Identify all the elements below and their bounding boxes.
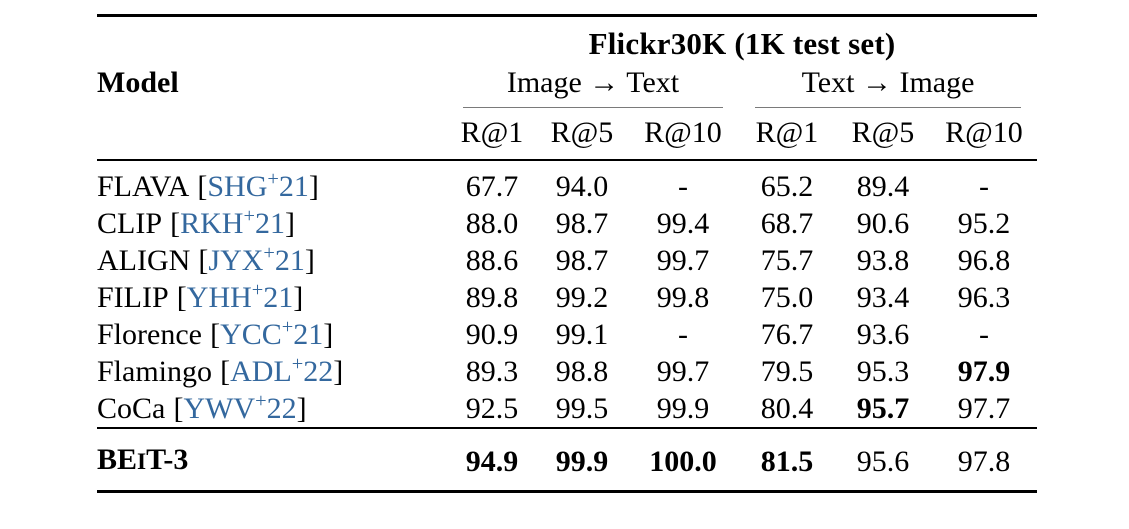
- value-cell: 98.7: [555, 244, 609, 277]
- citation-link[interactable]: [SHG+21]: [197, 168, 319, 203]
- model-cell-beit3: BEIT-3: [97, 427, 447, 492]
- value-cell: 89.4: [856, 170, 910, 203]
- value-cell: 75.0: [760, 281, 814, 314]
- value-cell: 94.0: [555, 170, 609, 203]
- value-cell: 99.9: [537, 427, 627, 492]
- metric-header-i2t-r10: R@10: [627, 108, 739, 161]
- model-cell: CLIP [RKH+21]: [97, 205, 447, 242]
- value-cell: 99.4: [656, 207, 710, 240]
- group-text-to-image: Text → Image: [739, 64, 1037, 108]
- group-label-image-to-text: Image → Text: [463, 66, 723, 108]
- value-cell: 95.3: [856, 355, 910, 388]
- citation-link[interactable]: [ADL+22]: [220, 353, 344, 388]
- spacer-cell: [97, 108, 447, 161]
- table-row-align: ALIGN [JYX+21] 88.6 98.7 99.7 75.7 93.8 9…: [97, 242, 1037, 279]
- value-cell: 95.6: [835, 427, 931, 492]
- dataset-title: Flickr30K (1K test set): [588, 26, 896, 61]
- group-image-to-text: Image → Text: [447, 64, 739, 108]
- value-cell: 95.7: [856, 392, 910, 425]
- citation-link[interactable]: [YWV+22]: [173, 390, 307, 425]
- value-cell: 99.8: [656, 281, 710, 314]
- flickr30k-results-table: Flickr30K (1K test set) Model Image → Te…: [97, 14, 1037, 493]
- header-row-title: Flickr30K (1K test set): [97, 16, 1037, 65]
- model-name: CLIP: [97, 207, 163, 240]
- model-name: FLAVA: [97, 170, 190, 203]
- model-cell: CoCa [YWV+22]: [97, 390, 447, 428]
- value-cell: 97.9: [957, 355, 1011, 388]
- value-cell: 98.7: [555, 207, 609, 240]
- table-row-flava: FLAVA [SHG+21] 67.7 94.0 - 65.2 89.4 -: [97, 160, 1037, 205]
- value-cell: 96.3: [957, 281, 1011, 314]
- header-row-metrics: R@1 R@5 R@10 R@1 R@5 R@10: [97, 108, 1037, 161]
- value-cell: -: [678, 318, 688, 351]
- table-row-beit3: BEIT-3 94.9 99.9 100.0 81.5 95.6 97.8: [97, 427, 1037, 492]
- value-cell: 67.7: [465, 170, 519, 203]
- model-cell: ALIGN [JYX+21]: [97, 242, 447, 279]
- value-cell: 75.7: [760, 244, 814, 277]
- value-cell: 97.7: [957, 392, 1011, 425]
- model-cell: FILIP [YHH+21]: [97, 279, 447, 316]
- metric-header-t2i-r1: R@1: [739, 108, 835, 161]
- model-cell: Florence [YCC+21]: [97, 316, 447, 353]
- value-cell: 99.5: [555, 392, 609, 425]
- citation-link[interactable]: [YHH+21]: [176, 279, 304, 314]
- value-cell: 99.1: [555, 318, 609, 351]
- value-cell: 79.5: [760, 355, 814, 388]
- value-cell: 99.7: [656, 355, 710, 388]
- metric-header-i2t-r5: R@5: [537, 108, 627, 161]
- value-cell: 90.9: [465, 318, 519, 351]
- value-cell: -: [979, 170, 989, 203]
- model-name: FILIP: [97, 281, 169, 314]
- value-cell: 88.6: [465, 244, 519, 277]
- value-cell: 93.6: [856, 318, 910, 351]
- value-cell: 94.9: [447, 427, 537, 492]
- value-cell: 89.3: [465, 355, 519, 388]
- table-row-filip: FILIP [YHH+21] 89.8 99.2 99.8 75.0 93.4 9…: [97, 279, 1037, 316]
- value-cell: 97.8: [931, 427, 1037, 492]
- model-name: CoCa: [97, 392, 166, 425]
- value-cell: -: [979, 318, 989, 351]
- model-name: ALIGN: [97, 244, 191, 277]
- value-cell: 65.2: [760, 170, 814, 203]
- model-cell: FLAVA [SHG+21]: [97, 160, 447, 205]
- value-cell: 99.2: [555, 281, 609, 314]
- model-name: Florence: [97, 318, 202, 351]
- header-row-groups: Model Image → Text Text → Image: [97, 64, 1037, 108]
- metric-header-t2i-r10: R@10: [931, 108, 1037, 161]
- table-row-florence: Florence [YCC+21] 90.9 99.1 - 76.7 93.6 -: [97, 316, 1037, 353]
- value-cell: 80.4: [760, 392, 814, 425]
- value-cell: 89.8: [465, 281, 519, 314]
- table-row-flamingo: Flamingo [ADL+22] 89.3 98.8 99.7 79.5 95.…: [97, 353, 1037, 390]
- value-cell: 93.8: [856, 244, 910, 277]
- value-cell: 98.8: [555, 355, 609, 388]
- model-cell: Flamingo [ADL+22]: [97, 353, 447, 390]
- value-cell: -: [678, 170, 688, 203]
- model-column-header: Model: [97, 66, 179, 99]
- citation-link[interactable]: [JYX+21]: [198, 242, 315, 277]
- value-cell: 68.7: [760, 207, 814, 240]
- value-cell: 76.7: [760, 318, 814, 351]
- metric-header-t2i-r5: R@5: [835, 108, 931, 161]
- model-name: Flamingo: [97, 355, 213, 388]
- value-cell: 95.2: [957, 207, 1011, 240]
- value-cell: 88.0: [465, 207, 519, 240]
- value-cell: 99.9: [656, 392, 710, 425]
- value-cell: 92.5: [465, 392, 519, 425]
- table-row-clip: CLIP [RKH+21] 88.0 98.7 99.4 68.7 90.6 95…: [97, 205, 1037, 242]
- value-cell: 81.5: [739, 427, 835, 492]
- group-label-text-to-image: Text → Image: [755, 66, 1021, 108]
- value-cell: 93.4: [856, 281, 910, 314]
- citation-link[interactable]: [YCC+21]: [210, 316, 334, 351]
- table-row-coca: CoCa [YWV+22] 92.5 99.5 99.9 80.4 95.7 97…: [97, 390, 1037, 428]
- value-cell: 96.8: [957, 244, 1011, 277]
- spacer-cell: [97, 16, 447, 65]
- metric-header-i2t-r1: R@1: [447, 108, 537, 161]
- value-cell: 90.6: [856, 207, 910, 240]
- model-name-beit3: BEIT-3: [97, 443, 189, 476]
- value-cell: 99.7: [656, 244, 710, 277]
- citation-link[interactable]: [RKH+21]: [170, 205, 295, 240]
- value-cell: 100.0: [627, 427, 739, 492]
- results-table-container: Flickr30K (1K test set) Model Image → Te…: [97, 14, 1037, 493]
